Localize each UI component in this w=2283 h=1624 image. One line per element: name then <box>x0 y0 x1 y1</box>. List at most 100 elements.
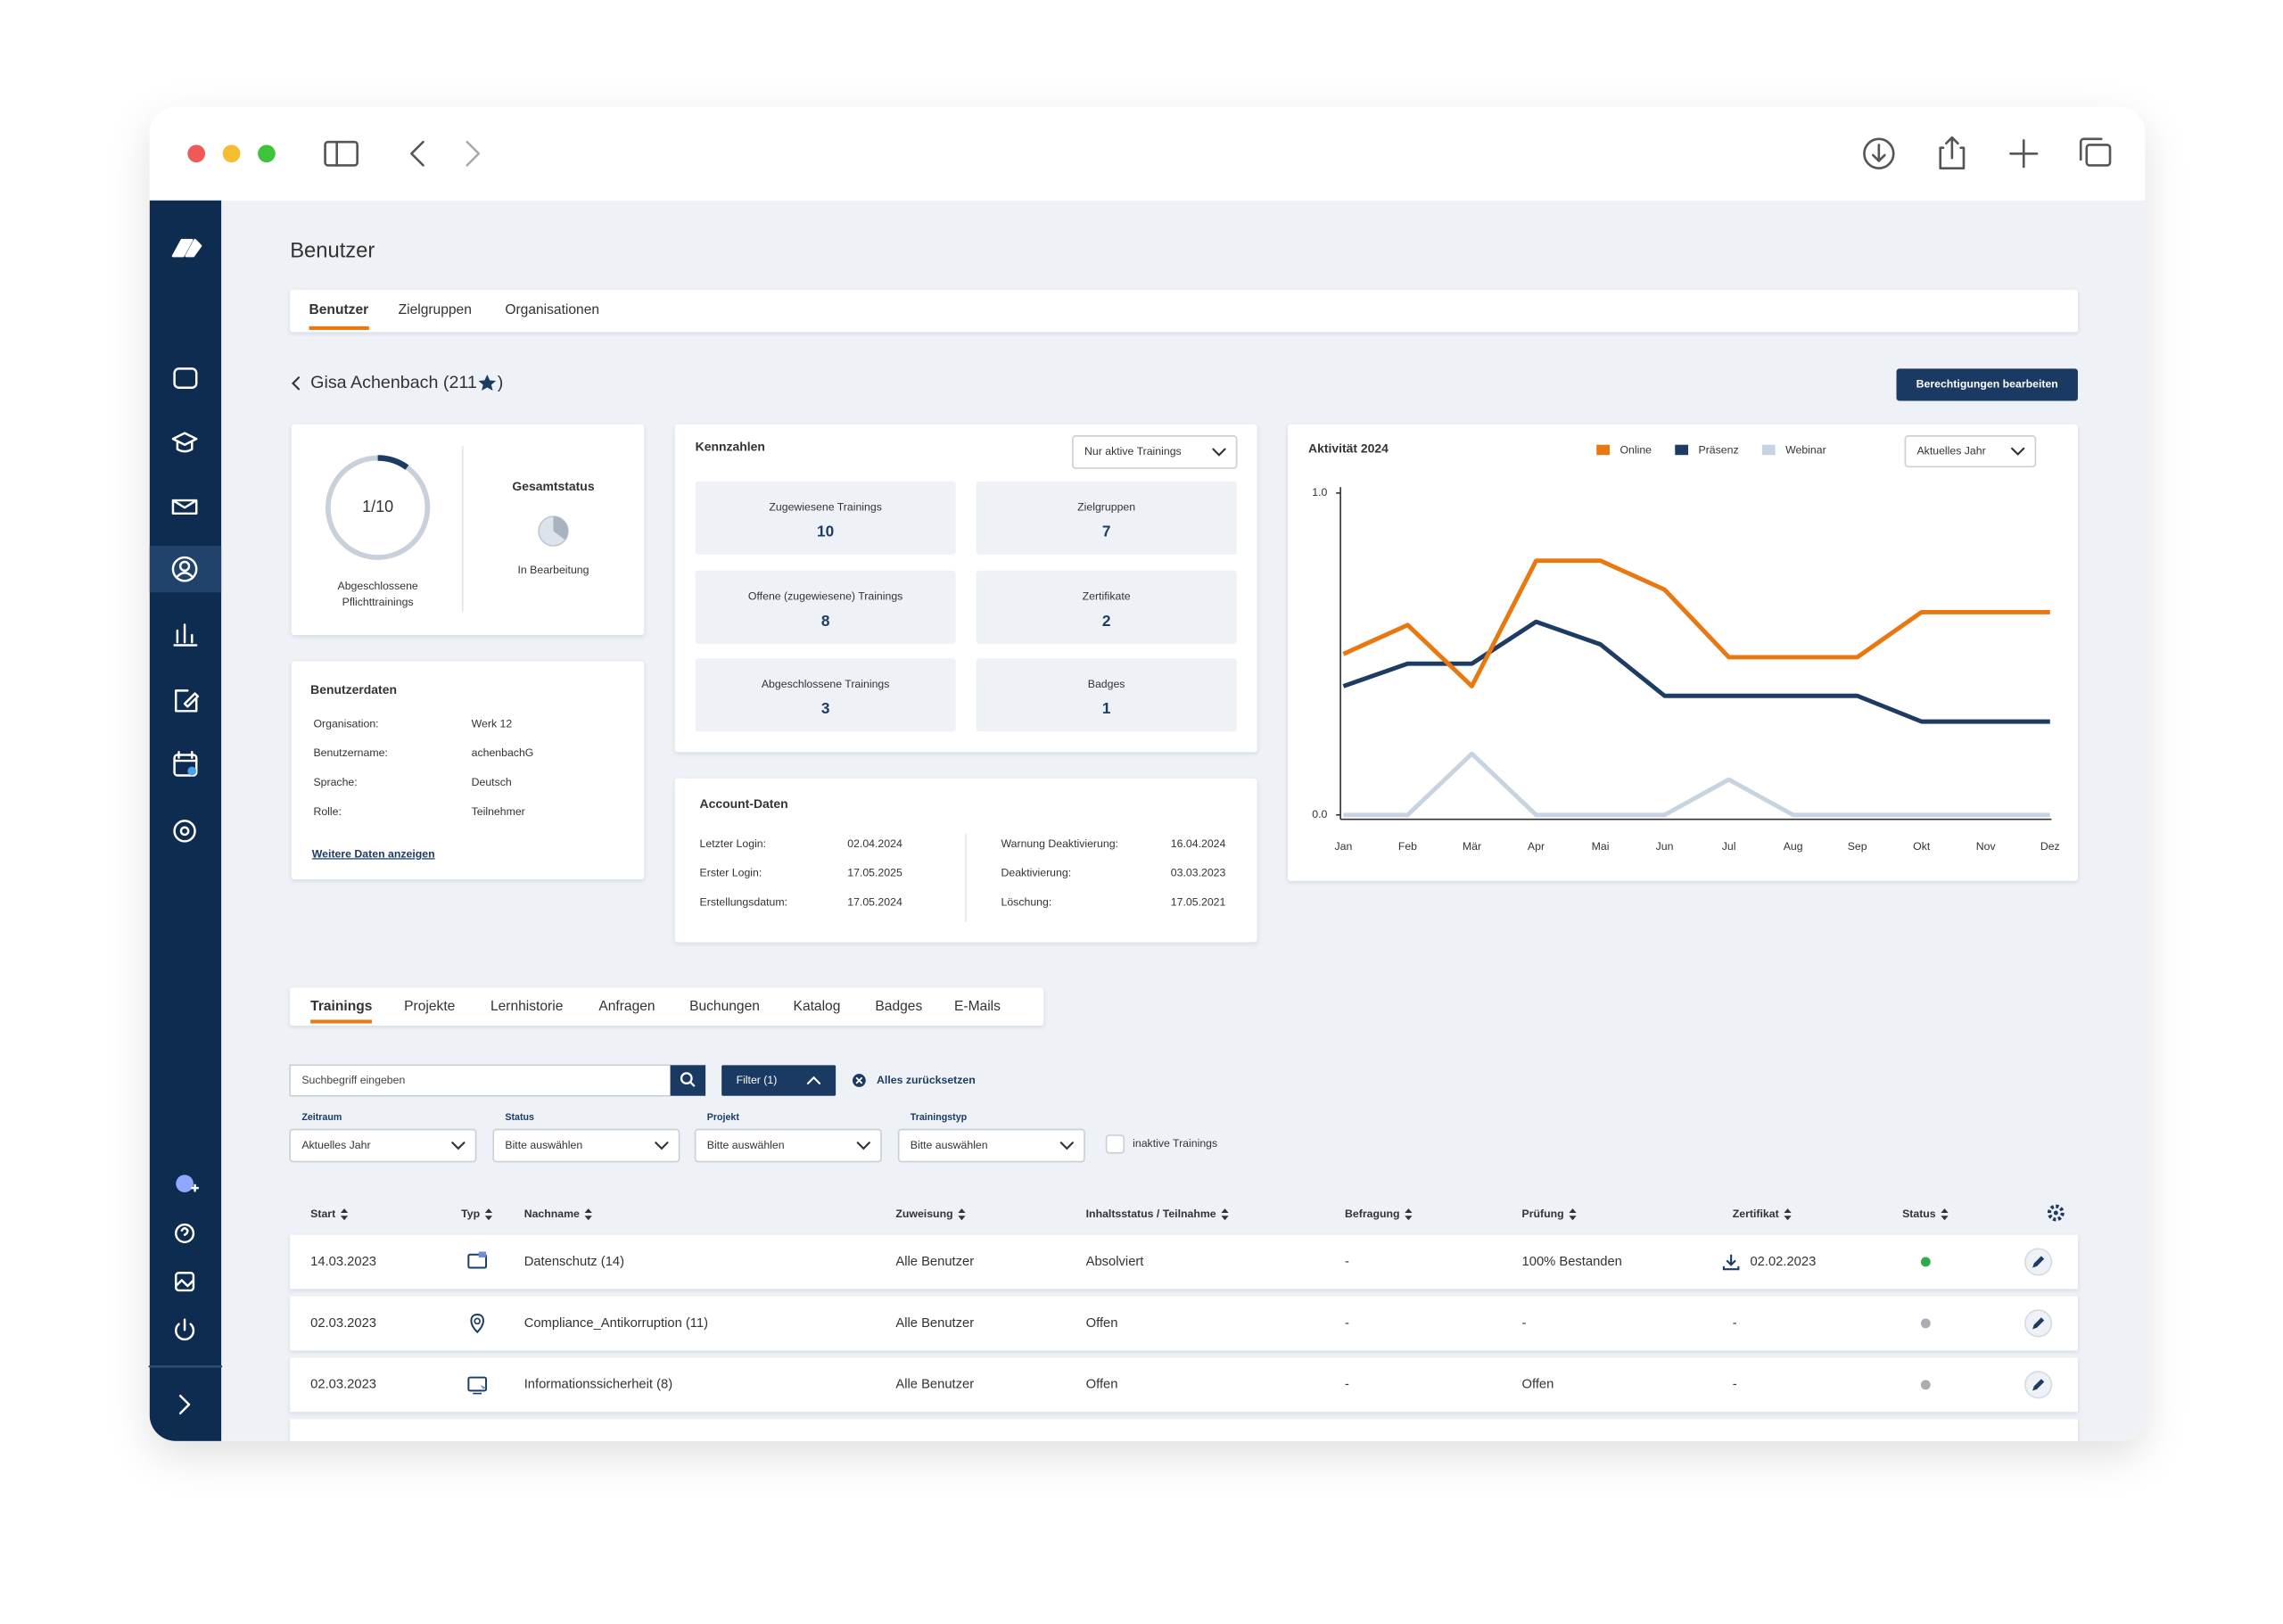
download[interactable] <box>1863 137 1895 169</box>
reset-link[interactable]: Alles zurücksetzen <box>877 1074 976 1086</box>
table-cell: Alle Benutzer <box>895 1378 974 1392</box>
kpi-label: Zertifikate <box>1083 590 1131 603</box>
checkbox[interactable] <box>1105 1134 1125 1154</box>
y-tick-label: 0.0 <box>1312 808 1327 820</box>
nav-mail[interactable] <box>171 499 198 515</box>
logo[interactable] <box>171 238 202 258</box>
filter-dropdown[interactable] <box>1072 435 1238 469</box>
year-dropdown[interactable] <box>1904 435 2037 468</box>
nav-image[interactable] <box>175 1272 195 1292</box>
forward[interactable] <box>466 140 481 167</box>
tab[interactable]: Benutzer <box>309 302 369 317</box>
column-header[interactable]: Typ <box>461 1208 480 1220</box>
sort-icon <box>1784 1208 1792 1221</box>
share[interactable] <box>1939 136 1966 169</box>
back[interactable] <box>410 140 424 167</box>
nav-help-plus[interactable] <box>176 1175 200 1193</box>
kpi-value: 3 <box>821 699 830 717</box>
legend-label: Online <box>1620 444 1652 457</box>
card-title: Account-Daten <box>700 796 788 811</box>
top-tabs <box>290 289 2078 333</box>
permissions-button[interactable] <box>1896 368 2078 401</box>
settings-gear[interactable] <box>2047 1204 2065 1222</box>
nav-trainings[interactable] <box>171 432 198 453</box>
sort-icon <box>1405 1208 1413 1221</box>
tab[interactable]: Katalog <box>794 999 841 1014</box>
search-placeholder: Suchbegriff eingeben <box>301 1074 405 1086</box>
search-input[interactable] <box>289 1064 672 1097</box>
table-cell: - <box>1345 1255 1349 1269</box>
column-header[interactable]: Prüfung <box>1522 1208 1564 1220</box>
zoom-dot[interactable] <box>258 144 276 163</box>
close-dot[interactable] <box>187 144 206 163</box>
tab[interactable]: Buchungen <box>689 999 760 1014</box>
new-tab[interactable] <box>2009 139 2039 169</box>
chevron <box>806 1076 821 1084</box>
nav-help[interactable] <box>175 1223 195 1244</box>
dropdown-value: Bitte auswählen <box>911 1139 988 1151</box>
legend-label: Webinar <box>1785 444 1826 457</box>
filter-button[interactable] <box>721 1065 837 1096</box>
column-header[interactable]: Start <box>310 1208 335 1220</box>
progress-label: 1/10 <box>362 498 393 515</box>
dropdown-value: Bitte auswählen <box>707 1139 785 1151</box>
field-label: Erster Login: <box>700 867 762 879</box>
chevron <box>655 1142 669 1150</box>
table-cell: Offen <box>1522 1378 1554 1392</box>
browser-icons <box>324 136 2112 169</box>
nav-reports[interactable] <box>173 623 198 647</box>
type-icon <box>470 1314 484 1334</box>
filter-select[interactable] <box>694 1128 882 1163</box>
table-row[interactable] <box>290 1234 2078 1290</box>
nav-users[interactable] <box>171 556 198 582</box>
field-label: Warnung Deaktivierung: <box>1001 837 1118 850</box>
column-header[interactable]: Befragung <box>1345 1208 1400 1220</box>
type-icon <box>467 1376 488 1395</box>
card-title: Benutzerdaten <box>310 682 397 697</box>
column-header[interactable]: Zuweisung <box>895 1208 952 1220</box>
x-tick-label: Jan <box>1334 840 1352 853</box>
x-tick-label: Apr <box>1528 840 1545 853</box>
checkbox-label: inaktive Trainings <box>1133 1137 1217 1150</box>
tab[interactable]: Zielgruppen <box>399 302 472 317</box>
sidebar-active <box>149 545 222 593</box>
tab[interactable]: E-Mails <box>954 999 1001 1014</box>
tabs[interactable] <box>2079 137 2112 167</box>
field-value: Werk 12 <box>472 717 513 730</box>
column-header[interactable]: Inhaltsstatus / Teilnahme <box>1086 1208 1216 1220</box>
table-row[interactable] <box>290 1357 2078 1413</box>
search-button[interactable] <box>670 1065 706 1096</box>
column-header[interactable]: Nachname <box>524 1208 580 1220</box>
tab[interactable]: Lernhistorie <box>490 999 563 1014</box>
column-header[interactable]: Status <box>1902 1208 1936 1220</box>
tab[interactable]: Trainings <box>310 999 373 1014</box>
table-cell: 02.02.2023 <box>1750 1255 1816 1269</box>
sidebar-toggle[interactable] <box>324 140 359 167</box>
table-row[interactable] <box>290 1296 2078 1351</box>
more-link[interactable]: Weitere Daten anzeigen <box>312 847 435 860</box>
nav-logout[interactable] <box>175 1318 195 1341</box>
tab[interactable]: Badges <box>875 999 922 1014</box>
filter-select[interactable] <box>492 1128 680 1163</box>
nav-calendar[interactable] <box>173 751 198 777</box>
tab[interactable]: Anfragen <box>598 999 655 1014</box>
minimize-dot[interactable] <box>222 144 241 163</box>
tab[interactable]: Projekte <box>404 999 455 1014</box>
certificate-download[interactable] <box>1722 1254 1740 1271</box>
table-cell: 100% Bestanden <box>1522 1255 1622 1269</box>
field-label: Letzter Login: <box>700 837 767 850</box>
legend-swatch <box>1675 444 1689 456</box>
column-header[interactable]: Zertifikat <box>1733 1208 1779 1220</box>
sidebar-expand[interactable] <box>178 1394 191 1414</box>
nav-settings[interactable] <box>173 820 196 843</box>
nav-home[interactable] <box>173 367 198 389</box>
tab[interactable]: Organisationen <box>505 302 599 317</box>
field-value: 16.04.2024 <box>1171 837 1226 850</box>
nav-edit[interactable] <box>175 689 200 713</box>
filter-select[interactable] <box>289 1128 477 1163</box>
filter-select[interactable] <box>897 1128 1085 1163</box>
table-cell: - <box>1345 1316 1349 1331</box>
chevron <box>856 1142 870 1150</box>
